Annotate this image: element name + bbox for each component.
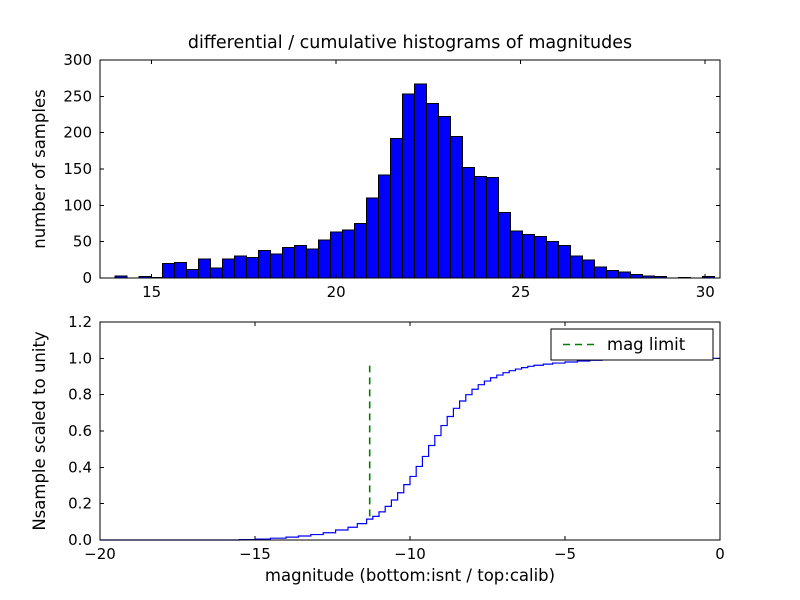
histogram-bar <box>210 267 224 279</box>
y-axis-label: number of samples <box>30 89 49 248</box>
histogram-bar <box>306 248 320 279</box>
histogram-bar <box>558 244 572 279</box>
histogram-bar <box>330 231 344 279</box>
y-tick-label: 0.0 <box>68 531 92 549</box>
y-tick-label: 50 <box>73 233 92 251</box>
y-tick-label: 1.2 <box>68 313 92 331</box>
y-tick-label: 100 <box>63 196 92 214</box>
histogram-bar <box>498 212 512 279</box>
x-tick-label: −10 <box>394 545 426 563</box>
y-axis-label: Nsample scaled to unity <box>30 331 49 531</box>
histogram-bar <box>522 233 536 279</box>
y-tick-label: 0.8 <box>68 386 92 404</box>
x-tick-label: 25 <box>511 283 530 301</box>
cumulative-step-line <box>100 357 720 541</box>
histogram-bar <box>438 116 452 279</box>
bottom-cumulative-subplot: −20 −15 −10 −5 0 0.0 0.2 0.4 0.6 0.8 1.0 1.2 Nsample… <box>30 313 725 585</box>
histogram-bar <box>606 270 620 279</box>
x-tick-label: 0 <box>715 545 725 563</box>
histogram-bar <box>582 259 596 279</box>
y-tick-label: 0 <box>82 269 92 287</box>
histogram-bar <box>570 255 584 279</box>
histogram-bar <box>426 103 440 279</box>
y-tick-label: 0.6 <box>68 422 92 440</box>
y-tick-label: 1.0 <box>68 349 92 367</box>
histogram-bar <box>462 167 476 279</box>
histogram-bar <box>474 175 488 279</box>
histogram-bar <box>534 236 548 279</box>
y-tick-label: 0.4 <box>68 458 92 476</box>
histogram-bar <box>258 249 272 279</box>
histogram-bar <box>414 83 428 279</box>
y-tick-label: 200 <box>63 124 92 142</box>
x-axis-label: magnitude (bottom:isnt / top:calib) <box>265 566 555 585</box>
histogram-bar <box>282 246 296 279</box>
histogram-bar <box>246 257 260 279</box>
histogram-bar <box>222 258 236 279</box>
y-tick-label: 250 <box>63 87 92 105</box>
histogram-bar <box>270 253 284 279</box>
histogram-bar <box>198 258 212 279</box>
plot-title: differential / cumulative histograms of … <box>188 33 632 53</box>
x-tick-label: −20 <box>84 545 116 563</box>
histogram-bar <box>510 230 524 279</box>
y-tick-label: 300 <box>63 51 92 69</box>
x-tick-label: 30 <box>696 283 715 301</box>
legend-label: mag limit <box>607 335 686 354</box>
histogram-bar <box>294 244 308 279</box>
histogram-bar <box>174 262 188 279</box>
histogram-bar <box>354 223 368 279</box>
histogram-bar <box>594 266 608 279</box>
histogram-bar <box>390 137 404 279</box>
histogram-bar <box>402 93 416 279</box>
histogram-bar <box>318 239 332 279</box>
histogram-bar <box>186 268 200 279</box>
histogram-bar <box>234 255 248 279</box>
y-tick-label: 0.2 <box>68 495 92 513</box>
histogram-bar <box>162 262 176 279</box>
histogram-bar <box>342 229 356 279</box>
histogram-bar <box>378 174 392 279</box>
x-tick-label: 15 <box>142 283 161 301</box>
y-tick-label: 150 <box>63 160 92 178</box>
histogram-bars <box>114 83 715 279</box>
x-tick-label: −5 <box>554 545 576 563</box>
histogram-bar <box>486 177 500 279</box>
x-tick-label: 20 <box>327 283 346 301</box>
legend: mag limit <box>550 328 714 361</box>
histogram-bar <box>450 135 464 279</box>
histogram-bar <box>366 197 380 279</box>
histogram-bar <box>630 273 644 279</box>
histogram-bar <box>618 271 632 279</box>
histogram-bar <box>546 241 560 279</box>
x-tick-label: −15 <box>239 545 271 563</box>
